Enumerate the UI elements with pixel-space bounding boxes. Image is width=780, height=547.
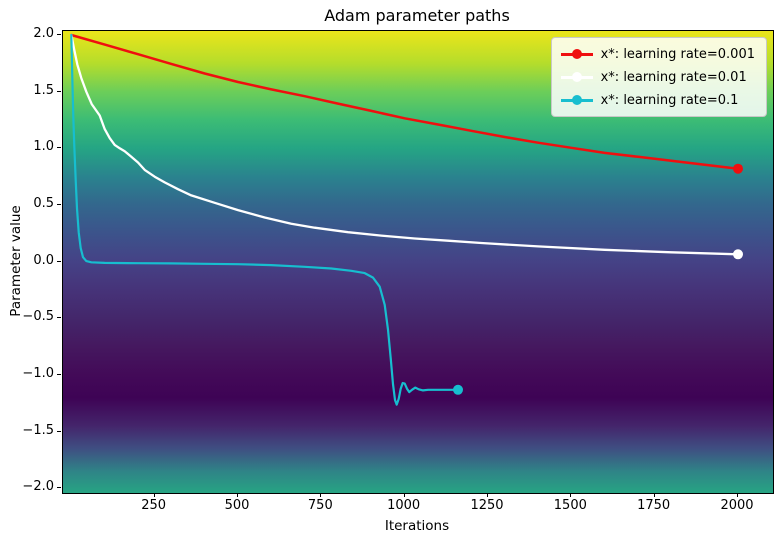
series-curves	[70, 33, 743, 406]
y-tick-mark	[57, 374, 61, 376]
series-line	[70, 33, 740, 256]
x-tick-label: 1000	[387, 498, 421, 513]
legend-entry: x*: learning rate=0.1	[560, 91, 755, 109]
x-tick-label: 2000	[720, 498, 754, 513]
y-tick-mark	[57, 147, 61, 149]
x-tick-mark	[320, 493, 322, 497]
legend-marker-icon	[560, 71, 593, 83]
y-tick-mark	[57, 430, 61, 432]
x-tick-mark	[653, 493, 655, 497]
y-tick-label: 1.5	[33, 82, 54, 98]
x-tick-label: 250	[141, 498, 167, 513]
y-tick-mark	[57, 90, 61, 92]
series-line	[70, 33, 460, 406]
x-tick-mark	[737, 493, 738, 497]
legend-marker-icon	[560, 94, 593, 106]
x-tick-mark	[237, 493, 238, 497]
x-tick-mark	[153, 493, 155, 497]
series-end-marker	[733, 249, 743, 260]
y-tick-mark	[57, 317, 61, 319]
legend-label: x*: learning rate=0.01	[600, 69, 747, 85]
y-tick-label: 2.0	[33, 25, 54, 41]
x-tick-label: 1500	[553, 498, 587, 513]
x-axis-label: Iterations	[384, 518, 450, 534]
series-line	[70, 33, 740, 170]
y-tick-label: −1.0	[22, 366, 54, 382]
legend-entry: x*: learning rate=0.001	[560, 45, 755, 63]
y-tick-label: −2.0	[22, 479, 54, 495]
x-tick-mark	[487, 493, 488, 497]
x-tick-label: 1750	[637, 498, 671, 513]
series-end-marker	[733, 163, 743, 174]
y-tick-label: 1.0	[33, 139, 54, 155]
y-tick-label: 0.0	[33, 252, 54, 268]
legend-entry: x*: learning rate=0.01	[560, 68, 755, 86]
x-tick-mark	[403, 493, 405, 497]
legend-label: x*: learning rate=0.1	[600, 92, 739, 108]
x-tick-mark	[570, 493, 572, 497]
x-tick-label: 500	[224, 498, 250, 513]
x-tick-label: 1250	[470, 498, 504, 513]
x-tick-label: 750	[307, 498, 333, 513]
chart-title: Adam parameter paths	[324, 6, 510, 25]
y-tick-label: 0.5	[33, 196, 54, 212]
legend-marker-icon	[560, 48, 593, 60]
legend: x*: learning rate=0.001 x*: learning rate…	[550, 37, 767, 117]
legend-label: x*: learning rate=0.001	[600, 46, 755, 62]
y-tick-mark	[57, 204, 61, 206]
series-end-marker	[453, 384, 463, 395]
y-tick-label: −0.5	[22, 309, 54, 325]
y-tick-mark	[57, 33, 61, 35]
y-tick-mark	[57, 487, 61, 489]
y-tick-mark	[57, 260, 61, 262]
y-tick-label: −1.5	[22, 422, 54, 438]
plot-area: x*: learning rate=0.001 x*: learning rate…	[62, 30, 774, 494]
